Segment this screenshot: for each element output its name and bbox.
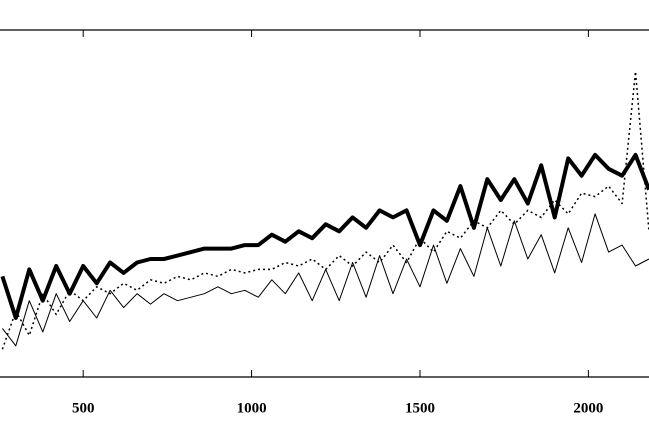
series-line <box>0 152 649 320</box>
x-tick-label: 1000 <box>237 400 267 416</box>
x-tick-label: 2000 <box>573 400 603 416</box>
series-line <box>2 213 649 347</box>
x-tick-label: 500 <box>72 400 95 416</box>
x-tick-label: 1500 <box>405 400 435 416</box>
